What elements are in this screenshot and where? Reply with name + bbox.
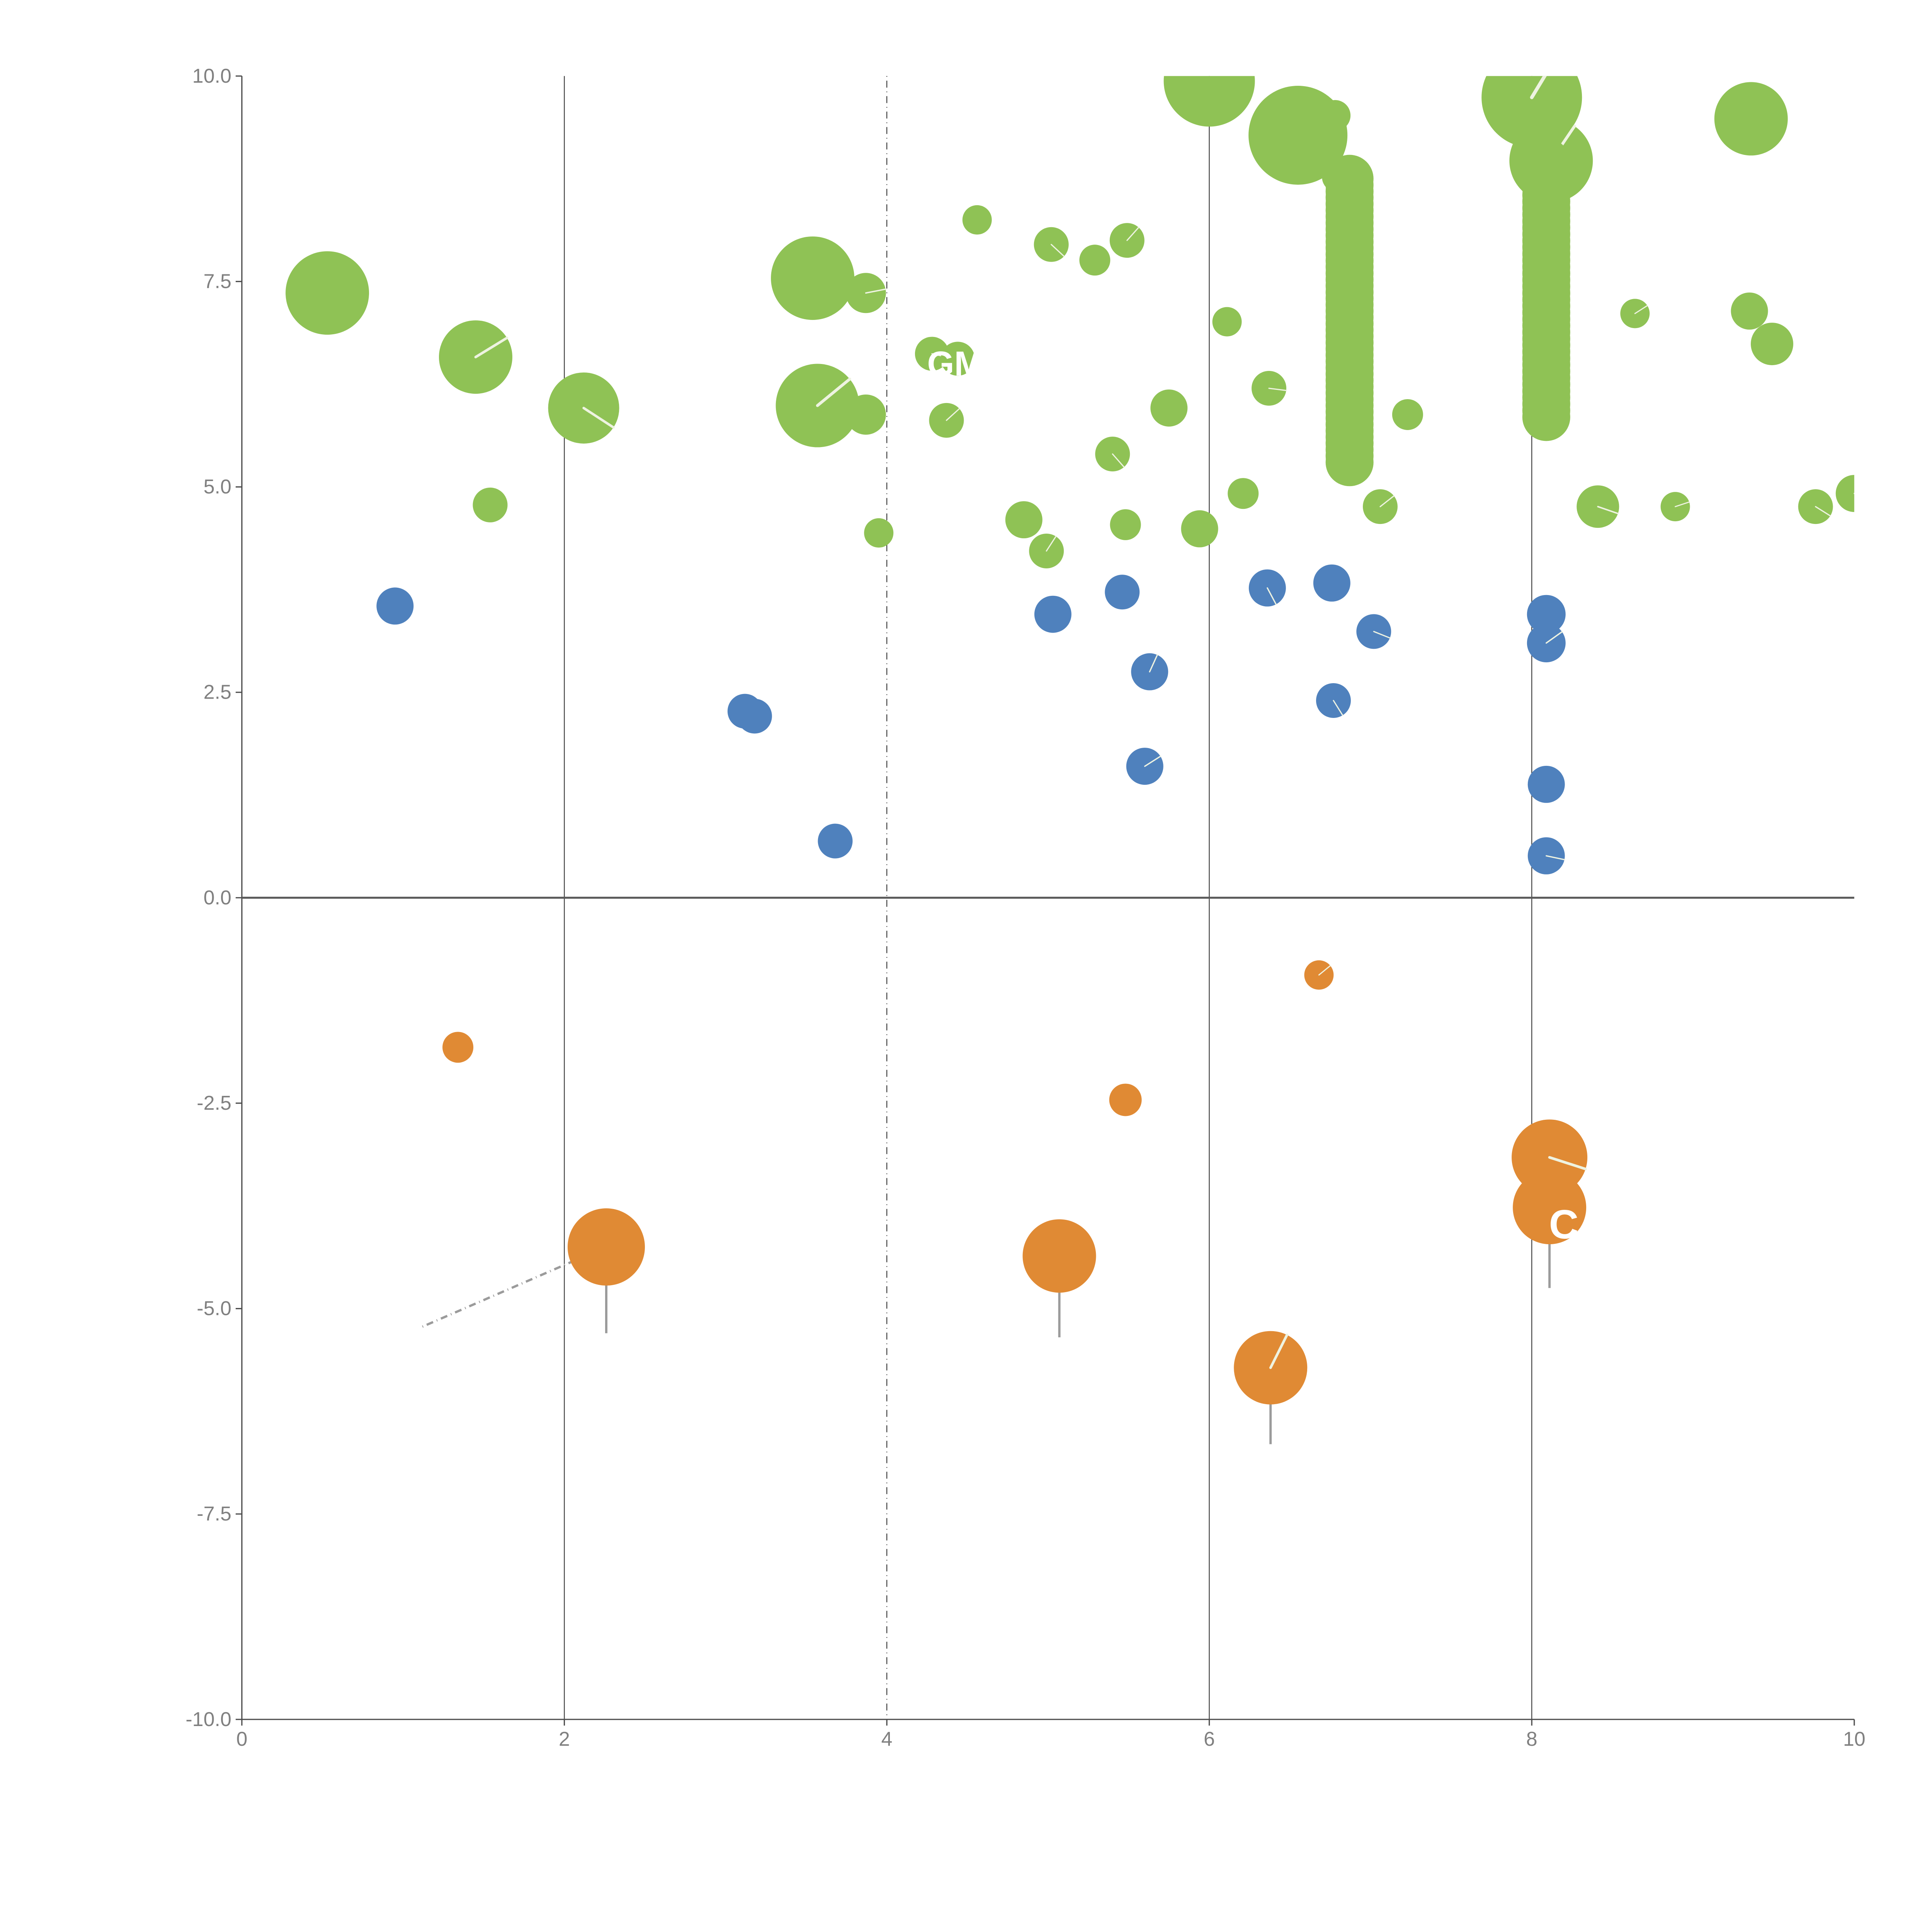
svg-text:-7.5: -7.5 bbox=[197, 1503, 231, 1525]
svg-text:GM: GM bbox=[927, 345, 983, 383]
svg-text:-10.0: -10.0 bbox=[185, 1708, 231, 1731]
svg-text:0.0: 0.0 bbox=[204, 886, 231, 909]
svg-text:7.5: 7.5 bbox=[204, 270, 231, 293]
svg-text:-5.0: -5.0 bbox=[197, 1298, 231, 1320]
svg-text:8: 8 bbox=[1526, 1728, 1537, 1750]
svg-text:4: 4 bbox=[881, 1728, 893, 1750]
svg-text:2.5: 2.5 bbox=[204, 681, 231, 704]
svg-text:5.0: 5.0 bbox=[204, 476, 231, 498]
svg-text:6: 6 bbox=[1204, 1728, 1215, 1750]
svg-text:10.0: 10.0 bbox=[192, 65, 231, 87]
svg-text:2: 2 bbox=[559, 1728, 570, 1750]
svg-text:-2.5: -2.5 bbox=[197, 1092, 231, 1114]
svg-text:10: 10 bbox=[1843, 1728, 1866, 1750]
svg-text:C: C bbox=[1549, 1202, 1579, 1247]
svg-text:0: 0 bbox=[236, 1728, 247, 1750]
